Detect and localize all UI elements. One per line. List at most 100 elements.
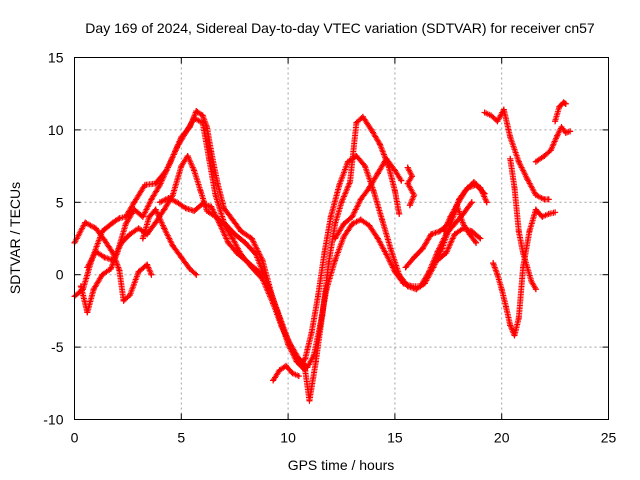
- data-marker-path: [71, 115, 488, 368]
- data-point: [558, 124, 565, 131]
- data-point: [139, 235, 146, 242]
- data-point: [426, 268, 433, 275]
- data-point: [206, 155, 213, 162]
- data-point: [259, 271, 266, 278]
- data-point: [270, 377, 277, 384]
- data-point: [539, 213, 546, 220]
- data-point: [127, 231, 134, 238]
- data-point: [197, 187, 204, 194]
- data-point: [214, 180, 221, 187]
- data-point: [139, 213, 146, 220]
- data-point: [466, 231, 473, 238]
- data-point: [310, 352, 317, 359]
- data-point: [229, 235, 236, 242]
- data-point: [212, 192, 219, 199]
- data-point: [191, 207, 198, 214]
- data-point: [99, 228, 106, 235]
- data-point: [116, 215, 123, 222]
- data-point: [374, 170, 381, 177]
- data-point: [441, 228, 448, 235]
- x-tick-label: 15: [387, 430, 403, 446]
- data-point: [332, 257, 339, 264]
- data-point: [347, 179, 354, 186]
- y-axis-title: SDTVAR / TECUs: [7, 182, 23, 294]
- data-point: [404, 180, 411, 187]
- y-tick-label: 10: [48, 122, 64, 138]
- data-point: [193, 108, 200, 115]
- data-point: [340, 234, 347, 241]
- data-point: [411, 192, 418, 199]
- data-point: [167, 158, 174, 165]
- data-point: [182, 205, 189, 212]
- x-axis-title: GPS time / hours: [288, 457, 395, 473]
- data-point: [148, 271, 155, 278]
- data-point: [92, 248, 99, 255]
- data-point: [511, 332, 518, 339]
- x-tick-label: 25: [601, 430, 617, 446]
- data-point: [295, 373, 302, 380]
- data-point: [400, 280, 407, 287]
- series-track-11: [481, 106, 552, 203]
- data-point: [233, 249, 240, 256]
- data-point: [532, 206, 539, 213]
- data-point: [323, 286, 330, 293]
- data-point: [302, 355, 309, 362]
- data-point: [541, 152, 548, 159]
- data-point: [443, 249, 450, 256]
- data-point: [92, 225, 99, 232]
- data-point: [178, 163, 185, 170]
- data-point: [199, 200, 206, 207]
- data-point: [90, 286, 97, 293]
- data-point: [507, 155, 514, 162]
- data-point: [178, 134, 185, 141]
- data-point: [156, 181, 163, 188]
- data-point: [451, 231, 458, 238]
- series-track-3: [77, 108, 403, 404]
- data-point: [208, 148, 215, 155]
- data-point: [554, 132, 561, 139]
- series-track-7: [270, 362, 302, 384]
- data-point: [184, 152, 191, 159]
- data-point: [507, 134, 514, 141]
- data-point: [453, 202, 460, 209]
- series-track-6: [156, 194, 266, 278]
- data-point: [332, 221, 339, 228]
- data-point: [169, 192, 176, 199]
- data-point: [374, 235, 381, 242]
- series-track-16: [441, 202, 480, 246]
- data-point: [552, 209, 559, 216]
- chart-title: Day 169 of 2024, Sidereal Day-to-day VTE…: [85, 20, 595, 36]
- data-point: [434, 257, 441, 264]
- data-point: [532, 158, 539, 165]
- data-point: [282, 362, 289, 369]
- data-point: [515, 315, 522, 322]
- x-tick-labels: 0 5 10 15 20 25: [71, 430, 617, 446]
- data-point: [524, 176, 531, 183]
- data-point: [349, 213, 356, 220]
- data-point: [391, 167, 398, 174]
- data-point: [545, 210, 552, 217]
- data-point: [116, 267, 123, 274]
- y-tick-label: -5: [51, 339, 64, 355]
- data-point: [490, 260, 497, 267]
- data-point: [391, 268, 398, 275]
- data-point: [379, 216, 386, 223]
- data-point: [370, 187, 377, 194]
- data-point: [135, 225, 142, 232]
- data-point: [494, 271, 501, 278]
- y-tick-labels: -10 -5 0 5 10 15: [43, 50, 63, 428]
- data-point: [494, 118, 501, 125]
- data-point: [357, 196, 364, 203]
- data-point: [229, 216, 236, 223]
- data-point: [417, 283, 424, 290]
- data-point: [332, 235, 339, 242]
- data-point: [327, 213, 334, 220]
- data-point: [118, 239, 125, 246]
- data-point: [520, 249, 527, 256]
- data-point: [216, 221, 223, 228]
- data-point: [141, 181, 148, 188]
- x-tick-label: 10: [280, 430, 296, 446]
- data-point: [532, 192, 539, 199]
- data-point: [278, 323, 285, 330]
